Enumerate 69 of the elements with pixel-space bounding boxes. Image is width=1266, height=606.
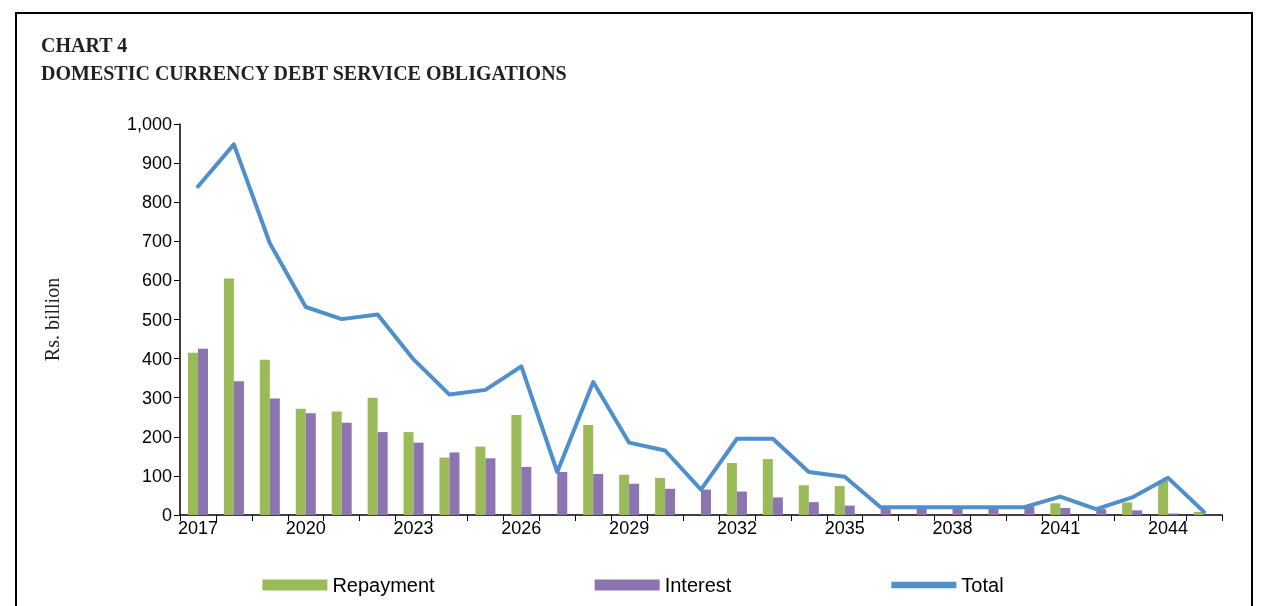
x-tick-label: 2044	[1148, 518, 1189, 538]
y-tick-label: 0	[161, 505, 172, 525]
y-tick-label: 200	[141, 426, 172, 447]
x-tick-label: 2020	[285, 518, 326, 538]
bar	[403, 432, 414, 515]
x-tick-label: 2041	[1040, 518, 1081, 538]
x-tick-label: 2038	[932, 518, 973, 538]
x-tick-label: 2017	[177, 518, 218, 538]
bar	[485, 458, 496, 515]
bar	[1050, 503, 1061, 515]
y-tick-label: 800	[141, 192, 172, 213]
bar	[844, 505, 855, 515]
y-tick-label: 100	[141, 465, 172, 486]
x-tick-label: 2029	[609, 518, 650, 538]
y-tick-label: 500	[141, 309, 172, 330]
bar	[305, 413, 316, 515]
legend-label: Interest	[664, 574, 732, 596]
bar	[269, 398, 280, 515]
bar	[341, 422, 352, 515]
y-tick-label: 600	[141, 270, 172, 291]
bar	[449, 452, 460, 515]
x-tick-label: 2032	[716, 518, 757, 538]
bar	[511, 414, 522, 515]
y-tick-label: 300	[141, 387, 172, 408]
bar	[1122, 502, 1133, 515]
bar	[475, 446, 486, 515]
bar	[413, 442, 424, 515]
bar	[557, 471, 568, 515]
bar	[583, 425, 594, 515]
bar	[295, 408, 306, 515]
y-tick-label: 900	[141, 153, 172, 174]
bar	[629, 483, 640, 515]
bar	[701, 489, 711, 515]
bar	[772, 497, 783, 515]
bar	[233, 381, 244, 515]
bar	[834, 486, 845, 515]
chart-subtitle: DOMESTIC CURRENCY DEBT SERVICE OBLIGATIONS	[41, 62, 567, 84]
line-series	[195, 142, 1207, 514]
y-tick-label: 400	[141, 348, 172, 369]
bar	[367, 397, 378, 515]
bar	[593, 473, 604, 515]
y-axis-title: Rs. billion	[41, 277, 63, 362]
y-tick-label: 1,000	[126, 114, 172, 134]
bar	[223, 278, 234, 515]
x-tick-label: 2026	[501, 518, 542, 538]
bar	[187, 352, 198, 515]
legend-label: Repayment	[332, 574, 436, 596]
bar	[1158, 480, 1169, 515]
bar	[377, 432, 388, 515]
legend-label: Total	[961, 574, 1004, 596]
bar	[1132, 510, 1143, 515]
bar	[762, 459, 773, 515]
bar	[259, 359, 270, 515]
bar	[1060, 507, 1071, 515]
bar	[619, 474, 630, 515]
bar	[808, 502, 819, 515]
bar	[726, 463, 737, 515]
bar	[665, 488, 676, 515]
y-tick-label: 700	[141, 231, 172, 252]
bar	[521, 466, 532, 515]
chart-title: CHART 4	[41, 34, 128, 56]
bar	[736, 491, 747, 515]
x-tick-label: 2035	[824, 518, 865, 538]
bar	[798, 485, 809, 515]
x-tick-label: 2023	[393, 518, 434, 538]
bar	[331, 411, 342, 515]
bar	[439, 457, 450, 515]
bar	[197, 348, 208, 515]
bar	[655, 477, 666, 515]
